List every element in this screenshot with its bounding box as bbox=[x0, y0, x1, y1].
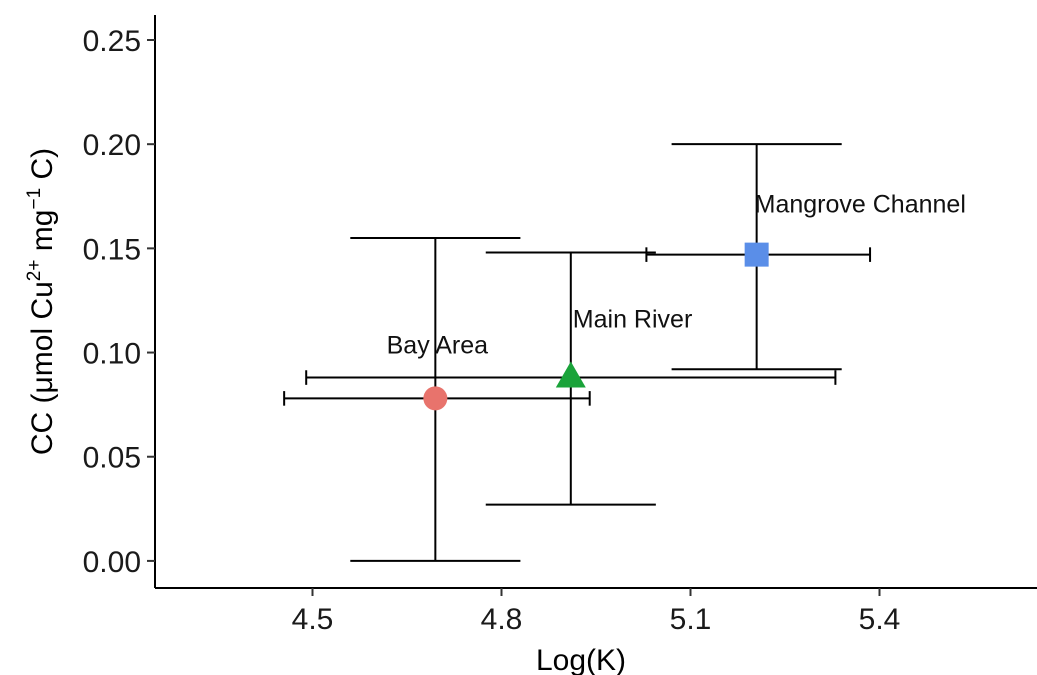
markers bbox=[423, 242, 769, 411]
y-axis-title: CC (μmol Cu2+ mg−1 C) bbox=[24, 148, 59, 455]
data-point-circle bbox=[423, 386, 448, 411]
y-tick-label: 0.05 bbox=[83, 442, 141, 475]
y-axis-title-superscript: 2+ bbox=[24, 260, 45, 282]
x-axis-title: Log(K) bbox=[536, 644, 626, 675]
x-tick-label: 5.4 bbox=[859, 603, 901, 636]
axes bbox=[154, 15, 1037, 589]
y-tick-label: 0.25 bbox=[83, 25, 141, 58]
x-tick-label: 4.5 bbox=[292, 603, 334, 636]
x-tick-label: 5.1 bbox=[670, 603, 712, 636]
x-ticks: 4.5 4.8 5.1 5.4 bbox=[292, 588, 901, 636]
x-tick-label: 4.8 bbox=[481, 603, 523, 636]
data-point-label: Main River bbox=[573, 306, 692, 334]
y-axis-title-part: mg bbox=[26, 210, 59, 260]
data-point-label: Mangrove Channel bbox=[755, 191, 966, 219]
y-tick-label: 0.10 bbox=[83, 338, 141, 371]
data-point-label: Bay Area bbox=[387, 331, 489, 359]
y-ticks: 0.00 0.05 0.10 0.15 0.20 0.25 bbox=[83, 25, 155, 579]
point-labels: Bay Area Main River Mangrove Channel bbox=[387, 191, 966, 360]
y-axis-title-part: CC (μmol Cu bbox=[26, 281, 59, 455]
data-point-square bbox=[744, 242, 769, 267]
y-tick-label: 0.00 bbox=[83, 546, 141, 579]
y-axis-title-part: C) bbox=[26, 148, 59, 188]
y-tick-label: 0.15 bbox=[83, 233, 141, 266]
y-tick-label: 0.20 bbox=[83, 129, 141, 162]
data-point-triangle bbox=[555, 361, 586, 388]
y-axis-title-superscript: −1 bbox=[24, 188, 45, 210]
